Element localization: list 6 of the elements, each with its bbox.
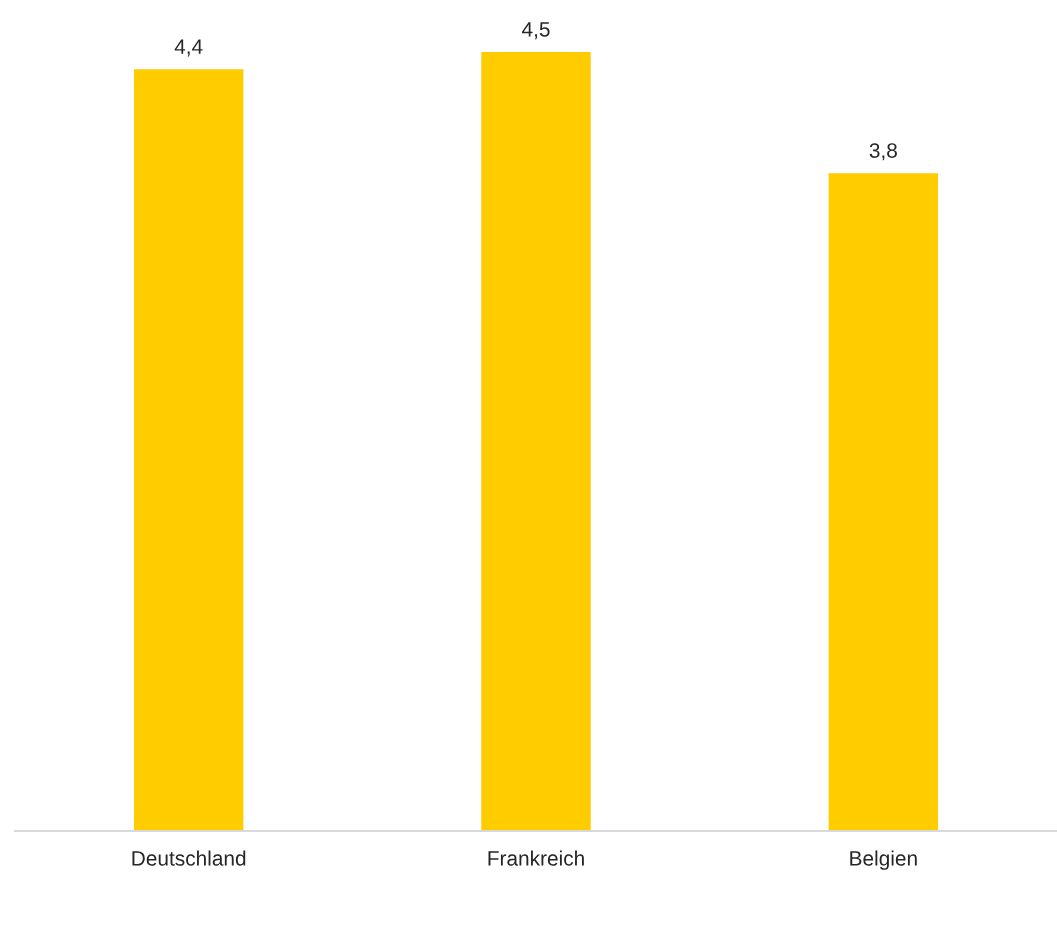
x-tick-label: Belgien — [850, 850, 917, 870]
data-label: 4,5 — [522, 22, 550, 40]
x-tick-label: Frankreich — [488, 850, 584, 866]
data-label: 4,4 — [174, 39, 203, 57]
x-tick-label: Deutschland — [132, 850, 246, 866]
data-label: 3,8 — [869, 143, 897, 161]
